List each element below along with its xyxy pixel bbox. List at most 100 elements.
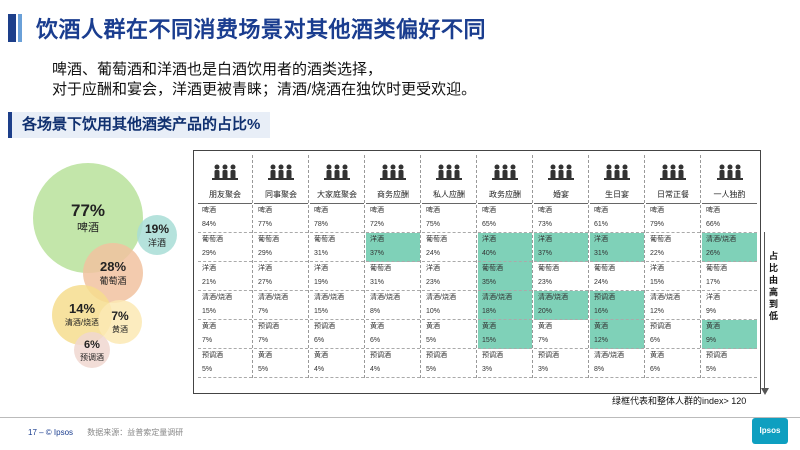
drink-name-cell: 啤酒: [314, 207, 328, 214]
drink-pct-cell: 40%: [478, 247, 532, 262]
scene-column: 政务应酬 啤酒 65% 洋酒 40% 葡萄酒 35% 清酒/烧酒 18% 黄酒 15% 预调酒 3%: [478, 155, 533, 378]
rank-arrow-line: [764, 232, 765, 392]
drink-pct-cell: 75%: [422, 218, 476, 233]
private-dinner-icon: [436, 164, 462, 180]
bubble-label-5: 预调酒: [80, 352, 104, 362]
subtitle-line-1: 啤酒、葡萄酒和洋酒也是白酒饮用者的酒类选择，: [52, 61, 383, 78]
drink-name-cell: 清酒/烧酒: [534, 291, 588, 305]
solo-drinking-icon: [716, 164, 743, 180]
drink-pct-cell: 4%: [310, 363, 364, 378]
scene-header: 朋友聚会: [198, 155, 252, 204]
drink-pct-cell: 5%: [422, 334, 476, 349]
bubble-label-1: 洋酒: [148, 237, 166, 248]
bubble-pct-4: 7%: [111, 309, 129, 323]
drink-pct-cell: 12%: [590, 334, 644, 349]
daily-meal-icon: [660, 164, 686, 180]
drink-pct-cell: 84%: [198, 218, 252, 233]
drink-name-cell: 清酒/烧酒: [478, 291, 532, 305]
scene-header: 同事聚会: [254, 155, 308, 204]
drink-name-cell: 黄酒: [258, 352, 272, 359]
drink-pct-cell: 5%: [702, 363, 757, 378]
wedding-icon: [548, 164, 574, 180]
drink-pct-cell: 5%: [198, 363, 252, 378]
drink-name-cell: 洋酒: [706, 294, 720, 301]
drink-name-cell: 黄酒: [538, 323, 552, 330]
scene-label: 大家庭聚会: [317, 190, 357, 199]
scene-column: 日常正餐 啤酒 79% 葡萄酒 22% 洋酒 15% 清酒/烧酒 12% 预调酒 6% 黄酒 6%: [646, 155, 701, 378]
drink-name-cell: 啤酒: [538, 207, 552, 214]
drink-pct-cell: 37%: [366, 247, 420, 262]
drink-pct-cell: 10%: [422, 305, 476, 320]
bubble-pct-3: 14%: [69, 301, 95, 316]
subtitle-line-2: 对于应酬和宴会，洋酒更被青睐；清酒/烧酒在独饮时更受欢迎。: [52, 81, 477, 98]
scene-header: 大家庭聚会: [310, 155, 364, 204]
drink-name-cell: 黄酒: [702, 320, 757, 334]
bubble-label-3: 清酒/烧酒: [65, 317, 99, 327]
drink-name-cell: 预调酒: [258, 323, 279, 330]
scene-column: 生日宴 啤酒 61% 洋酒 31% 葡萄酒 24% 预调酒 16% 黄酒 12% 清酒/烧酒 8%: [590, 155, 645, 378]
drink-pct-cell: 65%: [478, 218, 532, 233]
rank-arrow-head: [761, 388, 769, 395]
drink-pct-cell: 16%: [590, 305, 644, 320]
scene-column: 私人应酬 啤酒 75% 葡萄酒 24% 洋酒 23% 清酒/烧酒 10% 黄酒 5% 预调酒 5%: [422, 155, 477, 378]
drink-pct-cell: 24%: [422, 247, 476, 262]
drink-name-cell: 黄酒: [426, 323, 440, 330]
drink-pct-cell: 78%: [310, 218, 364, 233]
scene-header: 婚宴: [534, 155, 588, 204]
section-label: 各场景下饮用其他酒类产品的占比%: [8, 112, 271, 138]
drink-name-cell: 黄酒: [314, 352, 328, 359]
drink-name-cell: 黄酒: [478, 320, 532, 334]
business-dinner-icon: [380, 164, 406, 180]
drink-name-cell: 预调酒: [426, 352, 447, 359]
scene-label: 政务应酬: [489, 190, 521, 199]
section-label-text: 各场景下饮用其他酒类产品的占比%: [22, 116, 261, 133]
ipsos-logo: Ipsos: [752, 418, 788, 444]
highlight-note: 绿框代表和整体人群的index> 120: [612, 396, 747, 406]
scene-column: 婚宴 啤酒 73% 洋酒 37% 葡萄酒 23% 清酒/烧酒 20% 黄酒 7% 预调酒 3%: [534, 155, 589, 378]
drink-pct-cell: 22%: [646, 247, 700, 262]
drink-pct-cell: 8%: [366, 305, 420, 320]
scene-header: 商务应酬: [366, 155, 420, 204]
drink-pct-cell: 31%: [310, 247, 364, 262]
drink-name-cell: 清酒/烧酒: [650, 294, 680, 301]
drink-pct-cell: 15%: [646, 276, 700, 291]
scene-header: 一人独酌: [702, 155, 757, 204]
drink-name-cell: 葡萄酒: [370, 265, 391, 272]
scene-label: 一人独酌: [713, 190, 746, 199]
government-dinner-icon: [492, 164, 518, 180]
scene-column: 同事聚会 啤酒 77% 葡萄酒 29% 洋酒 27% 清酒/烧酒 7% 预调酒 7% 黄酒 5%: [254, 155, 309, 378]
bubble-pct-0: 77%: [71, 201, 105, 220]
drink-name-cell: 洋酒: [478, 233, 532, 247]
scene-label: 朋友聚会: [209, 190, 241, 199]
drink-name-cell: 洋酒: [202, 265, 216, 272]
scene-column: 一人独酌 啤酒 66% 清酒/烧酒 26% 葡萄酒 17% 洋酒 9% 黄酒 9% 预调酒 5%: [702, 155, 757, 378]
drink-name-cell: 预调酒: [370, 352, 391, 359]
header-accent-bar: [8, 14, 16, 42]
drink-name-cell: 啤酒: [650, 207, 664, 214]
section-accent: [8, 112, 12, 138]
scene-table: 朋友聚会 啤酒 84% 葡萄酒 29% 洋酒 21% 清酒/烧酒 15% 黄酒 7% 预调酒 5% 同事聚…: [193, 150, 761, 394]
header-accent-bar-light: [18, 14, 22, 42]
drink-pct-cell: 26%: [702, 247, 757, 262]
scene-header: 政务应酬: [478, 155, 532, 204]
drink-name-cell: 清酒/烧酒: [702, 233, 757, 247]
bubble-chart: 77%啤酒 19%洋酒 28%葡萄酒 14%清酒/烧酒 7%黄酒 6%预调酒: [33, 163, 177, 368]
drink-pct-cell: 31%: [366, 276, 420, 291]
drink-name-cell: 啤酒: [258, 207, 272, 214]
drink-name-cell: 葡萄酒: [478, 262, 532, 276]
drink-name-cell: 洋酒: [258, 265, 272, 272]
drink-pct-cell: 35%: [478, 276, 532, 291]
drink-pct-cell: 15%: [310, 305, 364, 320]
drink-name-cell: 预调酒: [482, 352, 503, 359]
drink-name-cell: 黄酒: [202, 323, 216, 330]
bubble-4: [98, 300, 142, 344]
drink-name-cell: 洋酒: [590, 233, 644, 247]
drink-name-cell: 啤酒: [370, 207, 384, 214]
drink-name-cell: 葡萄酒: [426, 236, 447, 243]
bubble-label-0: 啤酒: [77, 220, 99, 234]
footer-source: 数据来源：益普索定量调研: [87, 428, 184, 437]
drink-pct-cell: 61%: [590, 218, 644, 233]
rank-label: 占比由高到低: [769, 251, 779, 321]
footer-divider: [0, 417, 800, 418]
scene-column: 商务应酬 啤酒 72% 洋酒 37% 葡萄酒 31% 清酒/烧酒 8% 黄酒 6% 预调酒 4%: [366, 155, 421, 378]
